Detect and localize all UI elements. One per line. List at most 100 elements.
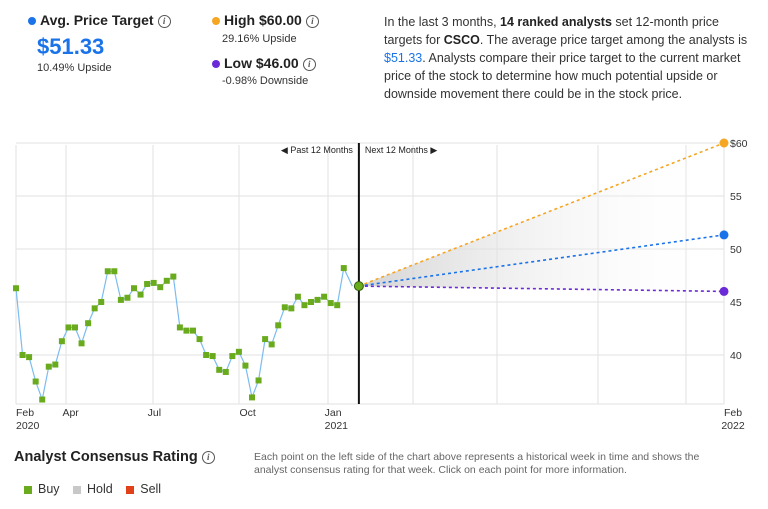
buy-rating-point[interactable] xyxy=(196,336,203,343)
buy-rating-point[interactable] xyxy=(32,378,39,385)
buy-rating-point[interactable] xyxy=(340,265,347,272)
buy-rating-point[interactable] xyxy=(91,305,98,312)
buy-rating-point[interactable] xyxy=(327,300,334,307)
buy-rating-point[interactable] xyxy=(124,294,131,301)
info-icon[interactable]: i xyxy=(305,14,319,28)
sell-swatch xyxy=(126,485,135,494)
info-icon[interactable]: i xyxy=(302,57,316,71)
high-upside: 29.16% Upside xyxy=(222,33,297,45)
target-line-avg xyxy=(358,234,725,287)
buy-rating-point[interactable] xyxy=(268,341,275,348)
high-label: High $60.00 xyxy=(224,12,302,28)
x-tick-label: Feb xyxy=(16,407,34,419)
target-line-high xyxy=(358,142,725,287)
high-dot xyxy=(212,17,220,26)
x-tick-label: Jan xyxy=(325,407,342,419)
consensus-note: Each point on the left side of the chart… xyxy=(254,451,700,476)
buy-rating-point[interactable] xyxy=(163,277,170,284)
buy-rating-point[interactable] xyxy=(157,284,164,291)
buy-rating-point[interactable] xyxy=(85,320,92,327)
legend-hold[interactable]: Hold xyxy=(73,482,113,496)
buy-rating-point[interactable] xyxy=(216,366,223,373)
buy-rating-point[interactable] xyxy=(137,291,144,298)
y-tick-label: $60 xyxy=(730,138,748,150)
buy-rating-point[interactable] xyxy=(26,354,33,361)
target-dot-low xyxy=(719,286,729,296)
avg-upside: 10.49% Upside xyxy=(37,62,112,74)
buy-rating-point[interactable] xyxy=(334,302,341,309)
buy-rating-point[interactable] xyxy=(45,363,52,370)
buy-rating-point[interactable] xyxy=(294,293,301,300)
buy-rating-point[interactable] xyxy=(65,324,72,331)
target-dot-high xyxy=(719,138,729,148)
avg-target-inline: $51.33 xyxy=(384,51,423,65)
x-tick-label: Apr xyxy=(62,407,79,419)
buy-rating-point[interactable] xyxy=(176,324,183,331)
avg-price: $51.33 xyxy=(37,34,105,59)
buy-rating-point[interactable] xyxy=(52,361,59,368)
buy-rating-point[interactable] xyxy=(242,362,249,369)
low-target-block: Low $46.00 i -0.98% Downside xyxy=(212,55,316,87)
x-tick-year: 2022 xyxy=(721,420,745,432)
buy-rating-point[interactable] xyxy=(58,338,65,345)
low-dot xyxy=(212,60,220,69)
buy-rating-point[interactable] xyxy=(144,280,151,287)
low-label: Low $46.00 xyxy=(224,55,299,71)
price-line xyxy=(15,266,353,402)
buy-rating-point[interactable] xyxy=(255,377,262,384)
buy-rating-point[interactable] xyxy=(281,304,288,311)
buy-rating-point[interactable] xyxy=(275,322,282,329)
buy-rating-point[interactable] xyxy=(222,368,229,375)
legend-sell[interactable]: Sell xyxy=(126,482,161,496)
low-downside: -0.98% Downside xyxy=(222,75,309,87)
target-dot-avg xyxy=(719,230,729,240)
buy-rating-point[interactable] xyxy=(39,396,46,403)
buy-rating-point[interactable] xyxy=(117,296,124,303)
buy-rating-point[interactable] xyxy=(249,394,255,401)
current-price-dot xyxy=(353,281,364,292)
consensus-legend: Buy Hold Sell xyxy=(24,482,161,496)
y-tick-label: 45 xyxy=(730,297,742,309)
buy-rating-point[interactable] xyxy=(209,353,216,360)
x-tick-label: Oct xyxy=(239,407,255,419)
hold-swatch xyxy=(73,485,82,494)
forecast-cone xyxy=(358,143,724,292)
buy-rating-point[interactable] xyxy=(150,279,157,286)
buy-rating-point[interactable] xyxy=(203,352,210,358)
buy-rating-point[interactable] xyxy=(229,353,236,360)
x-tick-year: 2020 xyxy=(16,420,40,432)
target-line-low xyxy=(358,285,725,293)
target-lines xyxy=(353,138,729,296)
buy-rating-point[interactable] xyxy=(183,327,190,334)
buy-rating-point[interactable] xyxy=(235,348,242,355)
buy-swatch xyxy=(24,485,32,494)
info-icon[interactable]: i xyxy=(157,14,171,28)
consensus-title-row: Analyst Consensus Rating i xyxy=(14,449,215,465)
buy-rating-point[interactable] xyxy=(13,285,19,292)
buy-rating-point[interactable] xyxy=(314,296,321,303)
past-label: ◀ Past 12 Months xyxy=(281,145,353,155)
x-tick-label: Jul xyxy=(148,407,161,419)
buy-rating-point[interactable] xyxy=(308,299,314,305)
next-label: Next 12 Months ▶ xyxy=(365,145,438,155)
avg-dot xyxy=(28,17,36,26)
buy-rating-point[interactable] xyxy=(78,340,85,347)
buy-rating-point[interactable] xyxy=(72,324,78,331)
buy-rating-point[interactable] xyxy=(98,299,105,305)
info-icon[interactable]: i xyxy=(201,450,215,464)
legend-buy[interactable]: Buy xyxy=(24,482,60,496)
buy-rating-point[interactable] xyxy=(19,352,26,358)
buy-rating-point[interactable] xyxy=(301,302,308,309)
buy-rating-point[interactable] xyxy=(321,293,328,300)
buy-rating-point[interactable] xyxy=(131,285,137,292)
analyst-description: In the last 3 months, 14 ranked analysts… xyxy=(384,15,748,101)
buy-rating-point[interactable] xyxy=(104,268,111,275)
buy-rating-point[interactable] xyxy=(262,336,269,343)
buy-rating-point[interactable] xyxy=(190,327,196,334)
buy-rating-point[interactable] xyxy=(170,273,177,280)
y-tick-label: 55 xyxy=(730,191,742,203)
buy-rating-point[interactable] xyxy=(111,268,118,275)
high-target-block: High $60.00 i 29.16% Upside xyxy=(212,12,319,45)
buy-rating-point[interactable] xyxy=(288,305,295,312)
